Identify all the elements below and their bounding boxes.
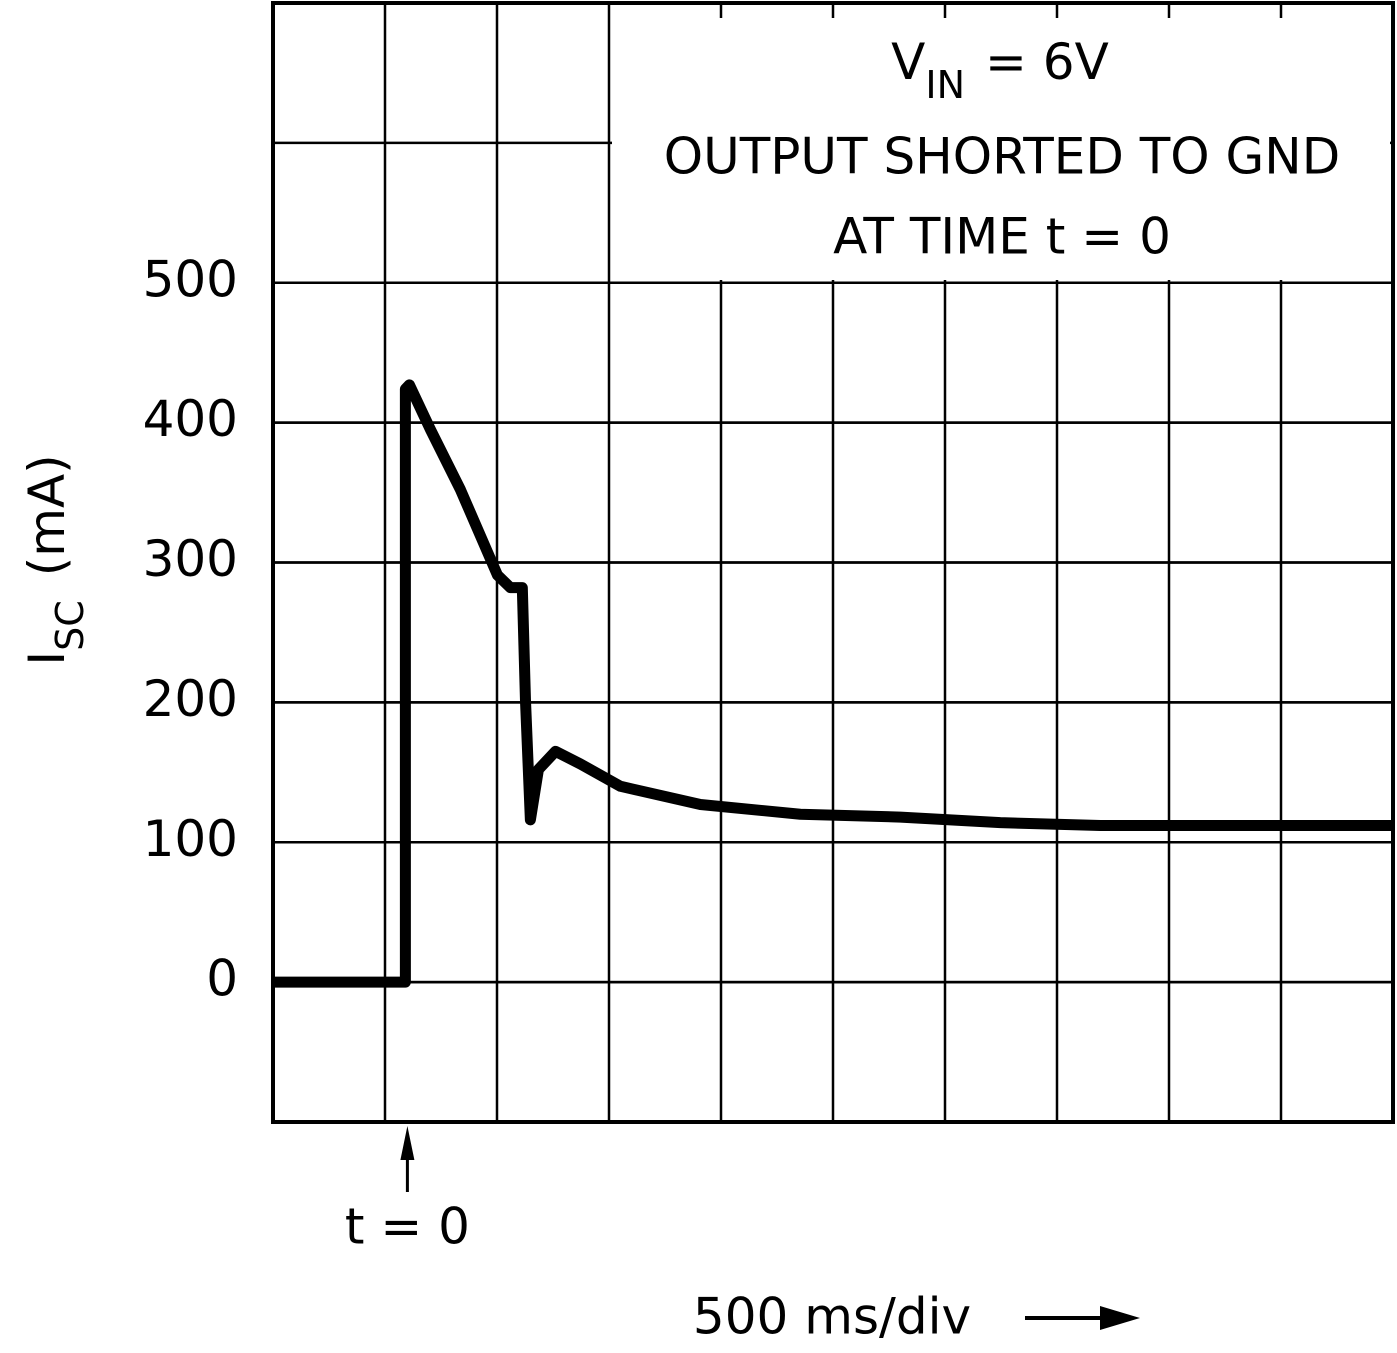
y-label-symbol: I: [18, 651, 76, 666]
y-tick-label: 100: [143, 810, 238, 868]
annotation-bg: [612, 18, 1390, 280]
y-tick-label: 400: [143, 390, 238, 448]
x-label-arrowhead: [1100, 1306, 1140, 1330]
x-axis-label: 500 ms/div: [693, 1288, 971, 1346]
marker-arrowhead: [400, 1126, 415, 1160]
line: [273, 379, 1393, 988]
plot-border: [271, 1, 1395, 1124]
annotation-sub: IN: [925, 63, 965, 107]
y-axis-label: ISC (mA): [18, 454, 92, 665]
annotation-line: AT TIME t = 0: [833, 208, 1171, 266]
y-tick-label: 0: [206, 950, 238, 1008]
marker-label: t = 0: [345, 1198, 470, 1256]
y-tick-label: 200: [143, 670, 238, 728]
annotation-vin: VIN = 6V: [891, 33, 1109, 107]
y-tick-label: 300: [143, 530, 238, 588]
y-label-sub: SC: [48, 600, 92, 651]
annotation-line: OUTPUT SHORTED TO GND: [664, 128, 1340, 186]
y-tick-label: 500: [143, 250, 238, 308]
annotation-symbol: V: [891, 33, 925, 91]
y-label-unit: (mA): [18, 454, 76, 576]
annotation-text: = 6V: [985, 33, 1109, 91]
